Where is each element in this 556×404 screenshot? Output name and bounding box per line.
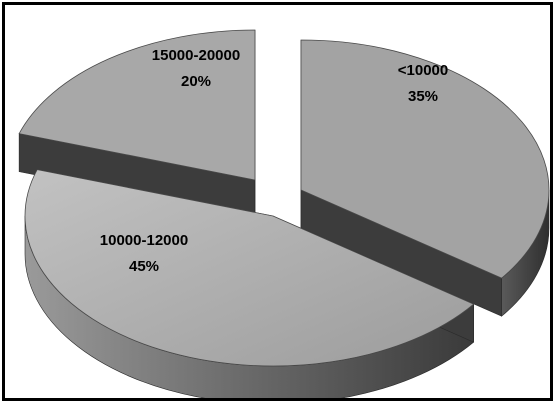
pie-slice-2	[18, 29, 256, 219]
slice-category-label: 10000-12000	[100, 232, 188, 249]
slice-category-label: 15000-20000	[152, 47, 240, 64]
chart-frame: <10000 35% 10000-12000 45% 15000-20000 20%	[2, 2, 553, 401]
pie-slice-0	[300, 39, 550, 317]
slice-percent-label: 45%	[129, 258, 159, 275]
pie-chart: <10000 35% 10000-12000 45% 15000-20000 20%	[18, 29, 550, 398]
pie-slice-top	[300, 39, 550, 279]
slice-percent-label: 20%	[181, 73, 211, 90]
slice-percent-label: 35%	[408, 88, 438, 105]
pie-slice-1	[24, 169, 475, 398]
pie-slice-top	[24, 169, 475, 367]
slice-category-label: <10000	[398, 62, 448, 79]
pie-slice-top	[18, 29, 256, 181]
